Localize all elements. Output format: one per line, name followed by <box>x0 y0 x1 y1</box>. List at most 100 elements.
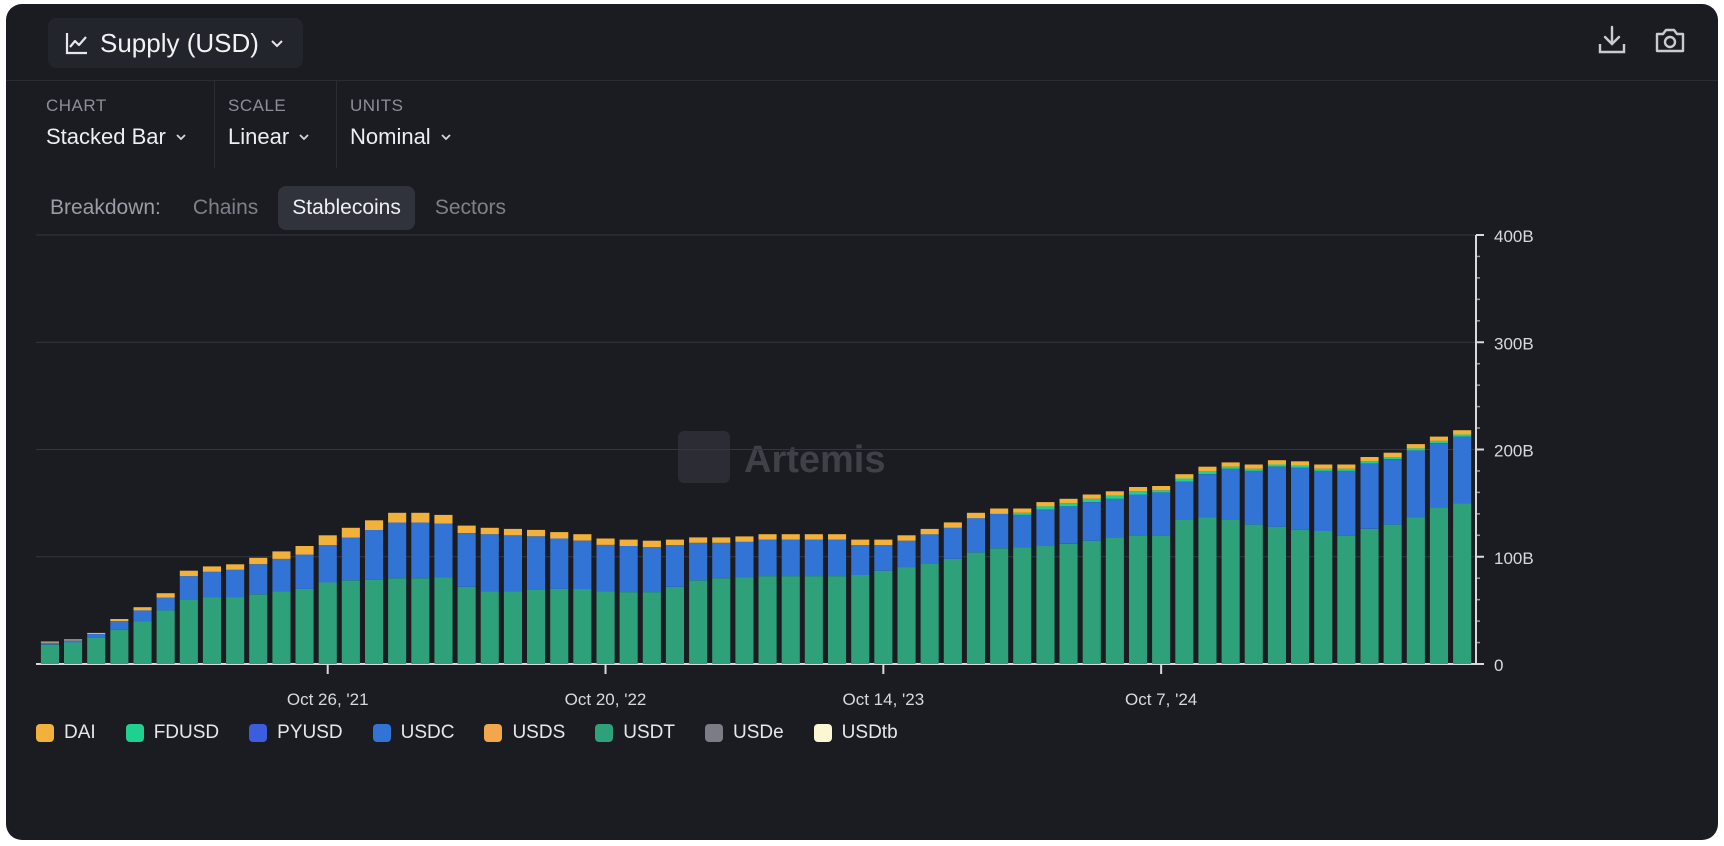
bar-segment-usdt <box>156 610 175 664</box>
bar-segment-dai <box>480 527 499 535</box>
bar-segment-usdt <box>665 586 684 664</box>
bar-segment-usdt <box>758 576 777 664</box>
bar-segment-usdt <box>619 592 638 664</box>
legend-label: USDT <box>623 722 675 743</box>
bar-segment-dai <box>990 508 1009 514</box>
bar-segment-dai <box>272 551 291 559</box>
bar-segment-usdt <box>249 594 268 664</box>
bar-segment-usdc <box>990 513 1009 549</box>
bar-segment-fdusd <box>1105 495 1124 499</box>
legend-item-dai[interactable]: DAI <box>36 722 96 744</box>
camera-icon[interactable] <box>1652 22 1688 58</box>
x-tick-label: Oct 7, '24 <box>1125 690 1197 709</box>
legend-item-usdt[interactable]: USDT <box>595 722 675 744</box>
legend-swatch <box>249 724 268 742</box>
bar-segment-usdt <box>1291 529 1310 664</box>
bar-segment-dai <box>1129 487 1148 492</box>
bar-segment-fdusd <box>1175 478 1194 482</box>
tab-chains[interactable]: Chains <box>192 196 259 219</box>
legend-swatch <box>484 724 503 742</box>
bar-segment-dai <box>1244 464 1263 469</box>
legend-item-pyusd[interactable]: PYUSD <box>249 722 343 744</box>
legend-item-fdusd[interactable]: FDUSD <box>125 722 219 744</box>
bar-segment-fdusd <box>1198 470 1217 475</box>
bar-segment-usdc <box>1152 492 1171 536</box>
bar-segment-dai <box>966 512 985 519</box>
bar-segment-usdc <box>642 547 661 593</box>
bar-segment-usdt <box>1175 519 1194 664</box>
legend-item-usde[interactable]: USDe <box>704 722 784 744</box>
legend-swatch <box>372 724 391 742</box>
metric-selector[interactable]: Supply (USD) <box>48 18 303 68</box>
bar-segment-usdt <box>1013 547 1032 664</box>
bar-segment-dai <box>851 539 870 545</box>
bar-segment-usdt <box>388 578 407 664</box>
bar-segment-usdc <box>249 564 268 595</box>
bar-segment-dai <box>434 514 453 524</box>
units-control[interactable]: UNITS Nominal <box>350 96 453 150</box>
legend-item-usdtb[interactable]: USDtb <box>813 722 898 744</box>
bar-segment-usdt <box>457 586 476 664</box>
legend-label: USDS <box>512 722 566 743</box>
bar-segment-usdc <box>1291 467 1310 530</box>
bar-segment-usdt <box>434 577 453 664</box>
bar-segment-usdc <box>64 640 83 643</box>
scale-control[interactable]: SCALE Linear <box>228 96 311 150</box>
bar-segment-usdt <box>179 599 198 664</box>
chart-title: Supply (USD) <box>100 27 259 58</box>
bar-segment-usdt <box>1244 524 1263 664</box>
bar-segment-dai <box>341 527 360 538</box>
bar-segment-dai <box>64 639 83 641</box>
bar-segment-usdc <box>665 545 684 587</box>
units-label: UNITS <box>350 96 404 115</box>
y-tick-label: 400B <box>1494 227 1534 246</box>
bar-segment-usdc <box>503 535 522 592</box>
bar-segment-usdc <box>527 536 546 590</box>
bar-segment-dai <box>642 540 661 548</box>
bar-segment-dai <box>1105 491 1124 496</box>
bar-segment-usdt <box>1429 507 1448 664</box>
legend-item-usds[interactable]: USDS <box>484 722 565 744</box>
bar-segment-dai <box>1036 502 1055 507</box>
bar-segment-dai <box>920 528 939 535</box>
bar-segment-usdt <box>1453 503 1472 664</box>
tab-sectors[interactable]: Sectors <box>434 196 507 219</box>
bar-segment-usdt <box>527 590 546 664</box>
x-tick-label: Oct 26, '21 <box>287 690 369 709</box>
bar-segment-usdc <box>202 571 221 598</box>
legend-swatch <box>595 724 614 742</box>
download-icon[interactable] <box>1594 22 1630 58</box>
bar-segment-dai <box>1059 498 1078 504</box>
bar-segment-usdc <box>1244 470 1263 525</box>
bar-segment-usdt <box>781 576 800 664</box>
bar-segment-dai <box>1082 494 1101 499</box>
chart-type-control[interactable]: CHART Stacked Bar <box>46 96 188 150</box>
chevron-down-icon <box>269 35 285 51</box>
bar-segment-usdt <box>1105 537 1124 664</box>
legend-swatch <box>125 724 144 742</box>
bar-segment-dai <box>249 557 268 565</box>
chart-card: Supply (USD) CHART Stacked Bar SCALE Lin… <box>6 4 1718 840</box>
bar-segment-dai <box>156 593 175 598</box>
bar-segment-usdt <box>1152 535 1171 664</box>
bar-segment-fdusd <box>1244 468 1263 471</box>
bar-segment-usdc <box>1198 474 1217 518</box>
bar-segment-dai <box>573 534 592 541</box>
bar-segment-usdt <box>64 642 83 664</box>
x-tick-label: Oct 20, '22 <box>565 690 647 709</box>
x-tick-label: Oct 14, '23 <box>842 690 924 709</box>
bar-segment-dai <box>318 535 337 545</box>
bar-segment-usdc <box>318 545 337 583</box>
bar-segment-dai <box>874 539 893 545</box>
bar-segment-fdusd <box>1360 461 1379 464</box>
legend-item-usdc[interactable]: USDC <box>372 722 454 744</box>
bar-segment-dai <box>758 534 777 540</box>
bar-segment-usdt <box>1360 528 1379 664</box>
scale-label: SCALE <box>228 96 287 115</box>
bar-segment-dai <box>1175 474 1194 479</box>
bar-segment-usdc <box>1221 468 1240 520</box>
bar-segment-usdc <box>619 546 638 593</box>
bar-segment-usdc <box>156 597 175 611</box>
bar-segment-dai <box>503 528 522 536</box>
tab-stablecoins[interactable]: Stablecoins <box>278 186 415 230</box>
